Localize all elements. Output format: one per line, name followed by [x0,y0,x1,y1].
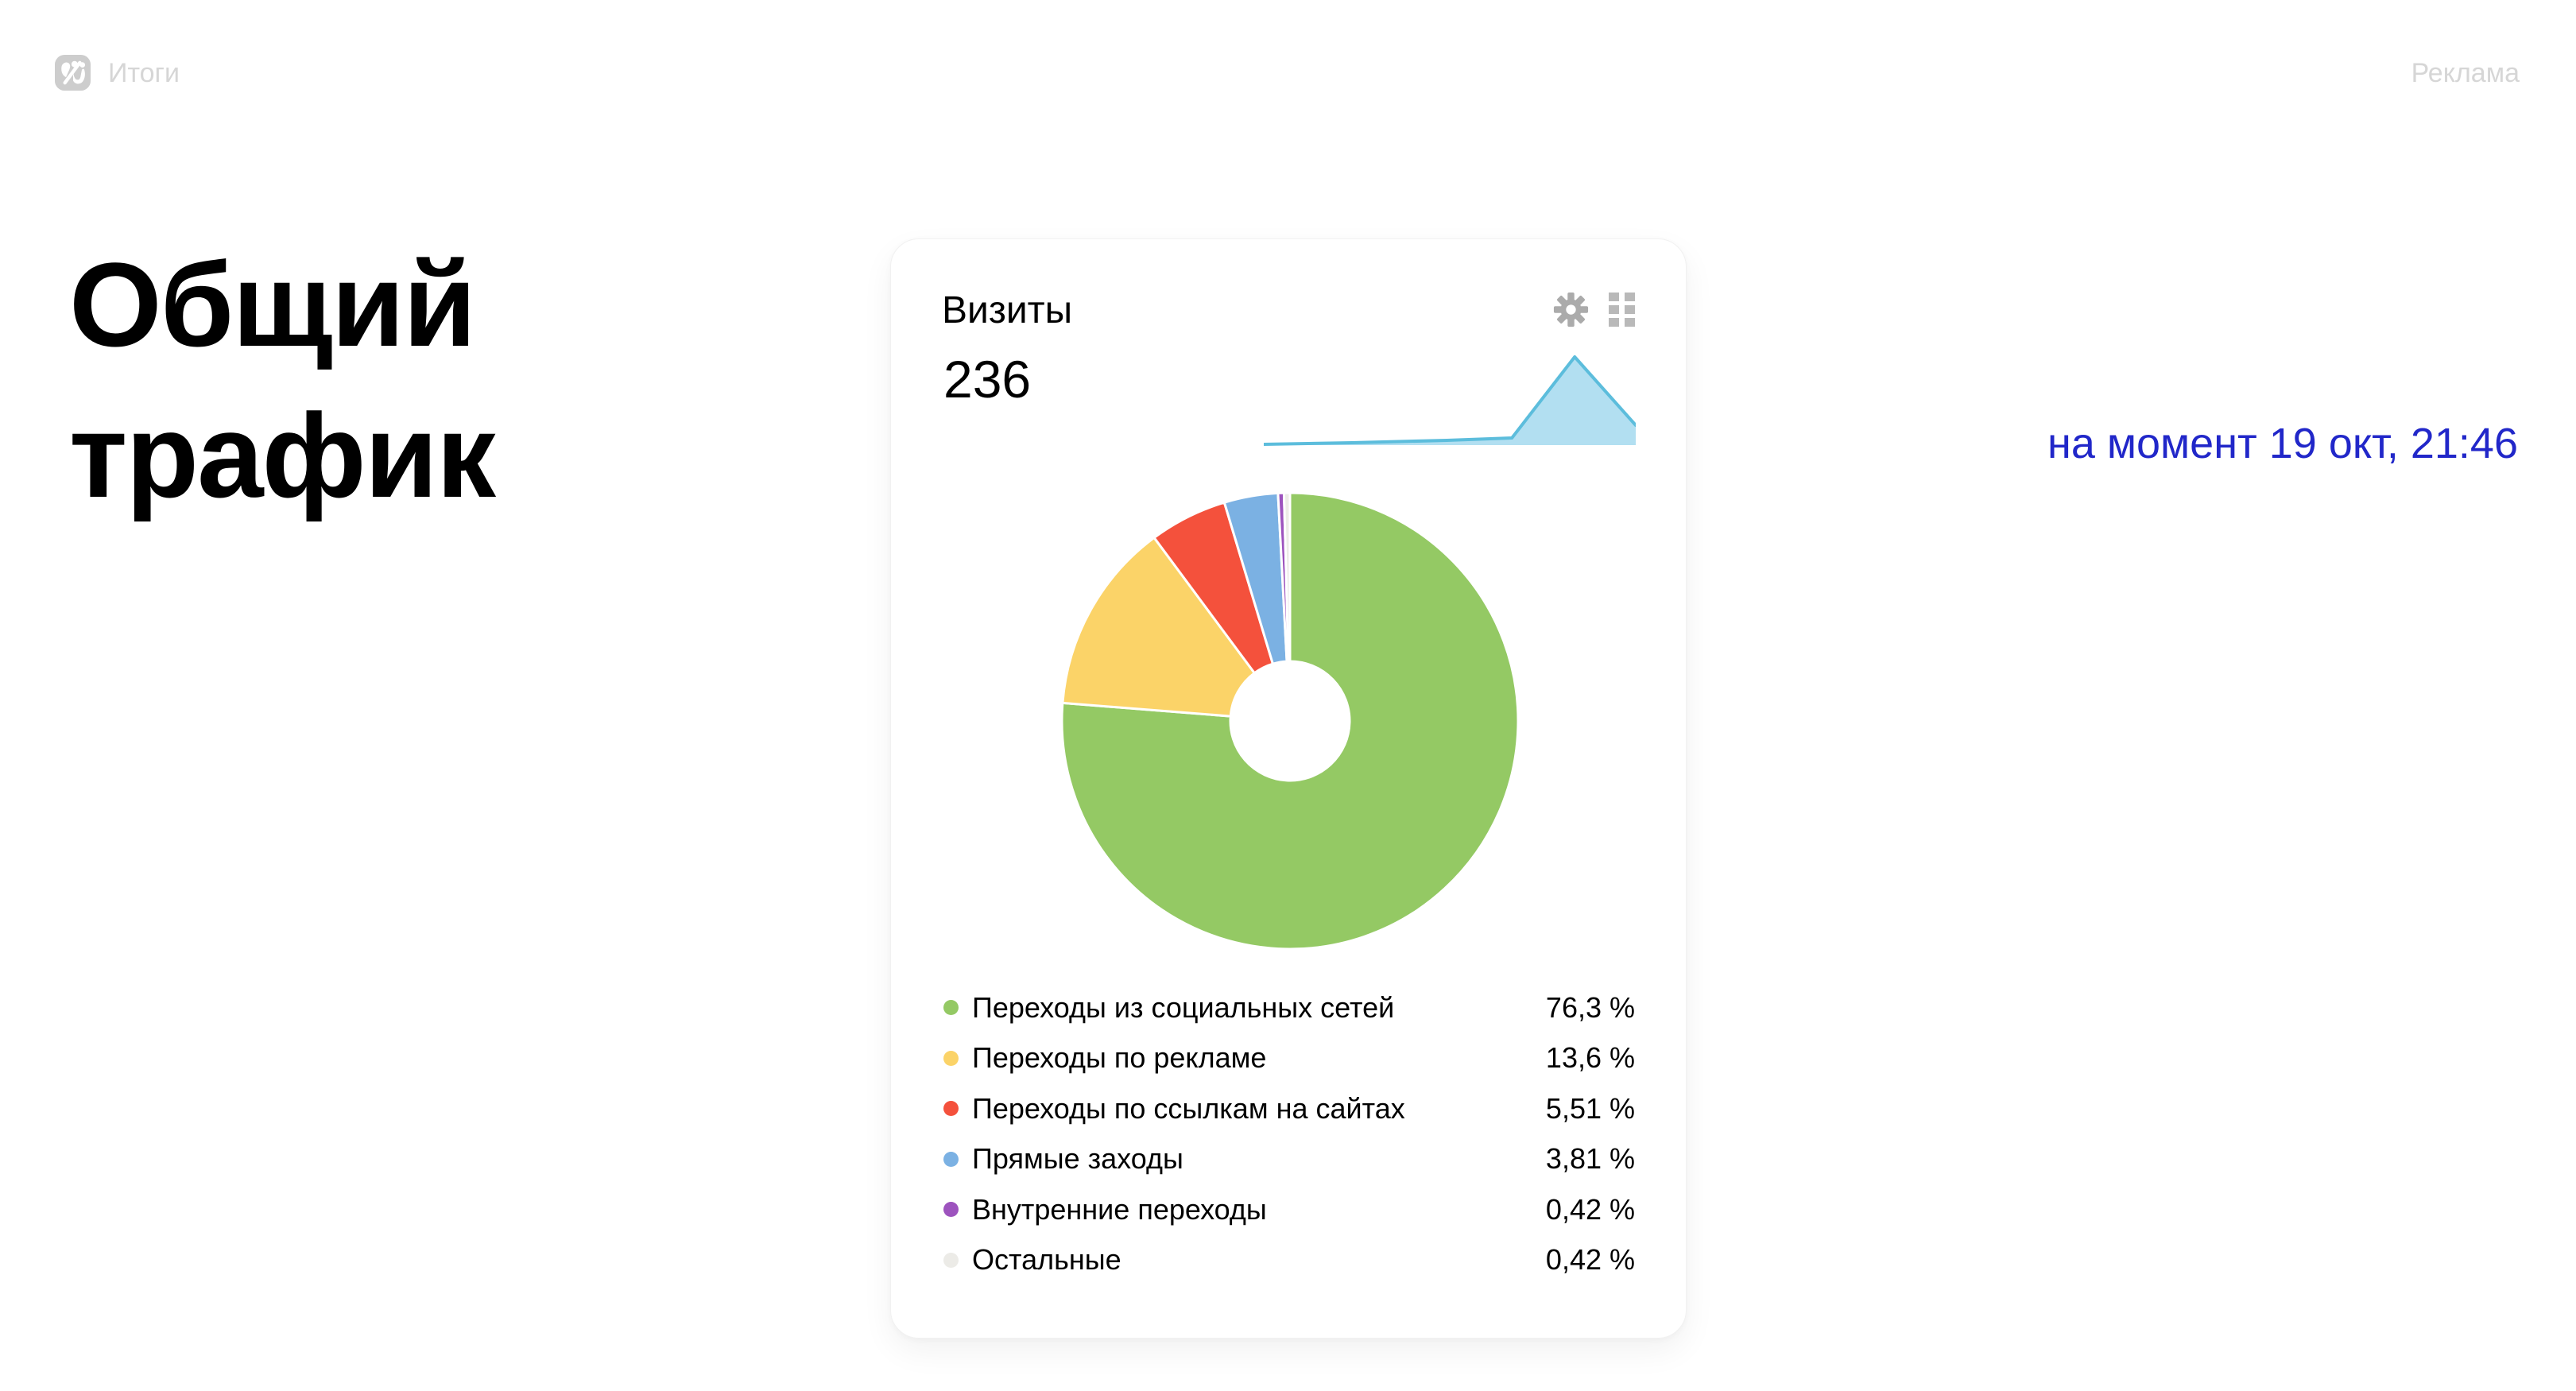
legend-value: 13,6 % [1545,1041,1635,1075]
legend-label: Переходы по рекламе [972,1041,1267,1075]
card-title: Визиты [942,289,1073,331]
legend-label: Прямые заходы [972,1142,1183,1176]
page-title: Общий трафик [69,229,496,531]
gear-icon[interactable] [1553,292,1589,327]
legend-label: Переходы по ссылкам на сайтах [972,1091,1405,1125]
card-actions [1553,292,1635,327]
donut-slice[interactable] [1282,491,1292,663]
legend-dot-icon [943,1050,959,1066]
legend-row: Внутренние переходы 0,42 % [942,1184,1635,1235]
legend-value: 5,51 % [1545,1091,1635,1125]
grid-handle-icon[interactable] [1609,293,1635,327]
app-title[interactable]: Итоги [108,58,180,88]
page-title-line1: Общий [69,238,476,371]
legend-label: Внутренние переходы [972,1192,1267,1226]
legend-row: Переходы по рекламе 13,6 % [942,1033,1635,1084]
legend-row: Переходы из социальных сетей 76,3 % [942,982,1635,1033]
sparkline-line [1264,355,1636,446]
visits-card: Визиты 236 Переходы из социальных сетей 7… [890,238,1687,1339]
sparkline-area [1264,357,1636,445]
legend-value: 76,3 % [1545,990,1635,1024]
timestamp: на момент 19 окт, 21:46 [2047,420,2518,467]
legend-dot-icon [943,1101,959,1117]
legend-dot-icon [943,1151,959,1167]
donut-slice[interactable] [1060,491,1520,951]
legend-value: 0,42 % [1545,1243,1635,1277]
legend: Переходы из социальных сетей 76,3 % Перехо… [942,982,1635,1285]
legend-value: 0,42 % [1545,1192,1635,1226]
legend-label: Переходы из социальных сетей [972,990,1395,1024]
donut-slice[interactable] [1061,536,1257,718]
legend-row: Прямые заходы 3,81 % [942,1134,1635,1185]
metrica-logo-icon[interactable] [55,55,91,91]
nav-ads-link[interactable]: Реклама [2411,58,2520,88]
donut-chart[interactable] [1060,491,1520,951]
legend-label: Остальные [972,1243,1121,1277]
legend-row: Остальные 0,42 % [942,1235,1635,1286]
page-title-line2: трафик [69,389,496,522]
legend-row: Переходы по ссылкам на сайтах 5,51 % [942,1083,1635,1134]
legend-value: 3,81 % [1545,1142,1635,1176]
legend-dot-icon [943,1252,959,1268]
legend-dot-icon [943,1000,959,1016]
visits-total: 236 [943,350,1032,409]
sparkline-chart [1264,355,1636,446]
legend-dot-icon [943,1202,959,1218]
